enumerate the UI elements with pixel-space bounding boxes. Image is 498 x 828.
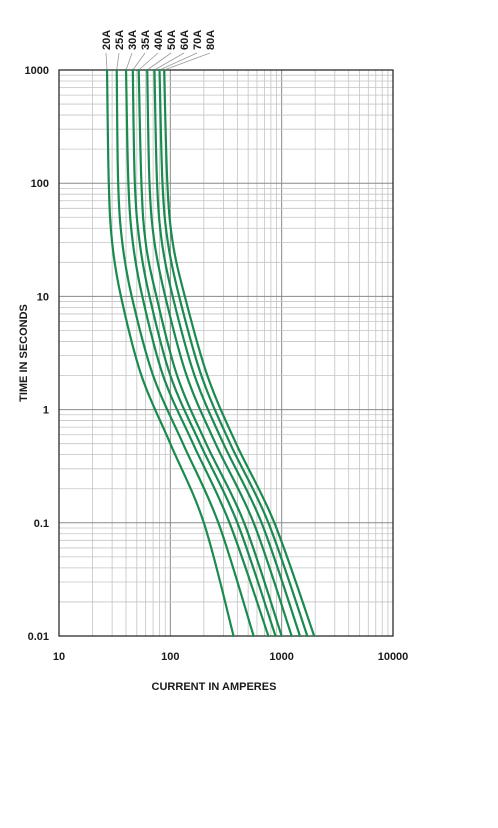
legend-leader-35a	[132, 52, 146, 71]
legend-label-70a: 70A	[192, 30, 204, 50]
series-line-70a	[158, 68, 309, 638]
y-tick-label: 100	[31, 178, 49, 190]
tick-labels: 10 100 1000 10000 0.01 0.1 1 10 100 1000	[25, 65, 409, 663]
legend: 20A 25A 30A 35A 40A 50A 60A 70A 80A	[101, 30, 217, 50]
legend-leader-60a	[154, 52, 185, 71]
series-line-35a	[131, 68, 277, 638]
y-tick-label: 0.1	[34, 518, 49, 530]
legend-label-40a: 40A	[153, 30, 165, 50]
legend-label-35a: 35A	[140, 30, 152, 50]
legend-label-25a: 25A	[114, 30, 126, 50]
legend-leader-50a	[146, 52, 172, 71]
series-line-20a	[105, 68, 235, 638]
series-line-40a	[137, 68, 283, 638]
legend-label-20a: 20A	[101, 30, 113, 50]
series-lines	[105, 68, 316, 638]
legend-leaders	[105, 52, 211, 71]
legend-label-50a: 50A	[166, 30, 178, 50]
legend-label-30a: 30A	[127, 30, 139, 50]
legend-leader-70a	[159, 52, 198, 71]
series-line-60a	[153, 68, 302, 638]
y-tick-label: 1000	[25, 65, 49, 77]
y-tick-label: 10	[37, 291, 49, 303]
grid	[58, 70, 393, 637]
series-line-25a	[115, 68, 255, 638]
legend-label-80a: 80A	[205, 30, 217, 50]
series-line-50a	[146, 68, 293, 638]
x-tick-label: 10	[53, 651, 65, 663]
y-axis-title: TIME IN SECONDS	[18, 304, 30, 402]
x-tick-label: 10000	[378, 651, 409, 663]
legend-leader-80a	[164, 52, 211, 71]
legend-leader-20a	[105, 52, 108, 71]
y-tick-label: 1	[43, 405, 49, 417]
x-tick-label: 100	[161, 651, 179, 663]
series-line-80a	[163, 68, 316, 638]
legend-leader-30a	[125, 52, 133, 71]
legend-leader-40a	[138, 52, 159, 71]
y-tick-label: 0.01	[28, 631, 49, 643]
legend-leader-25a	[116, 52, 120, 71]
x-axis-title: CURRENT IN AMPERES	[152, 681, 277, 693]
series-line-30a	[124, 68, 270, 638]
legend-label-60a: 60A	[179, 30, 191, 50]
x-tick-label: 1000	[269, 651, 293, 663]
plot-frame	[58, 69, 394, 637]
